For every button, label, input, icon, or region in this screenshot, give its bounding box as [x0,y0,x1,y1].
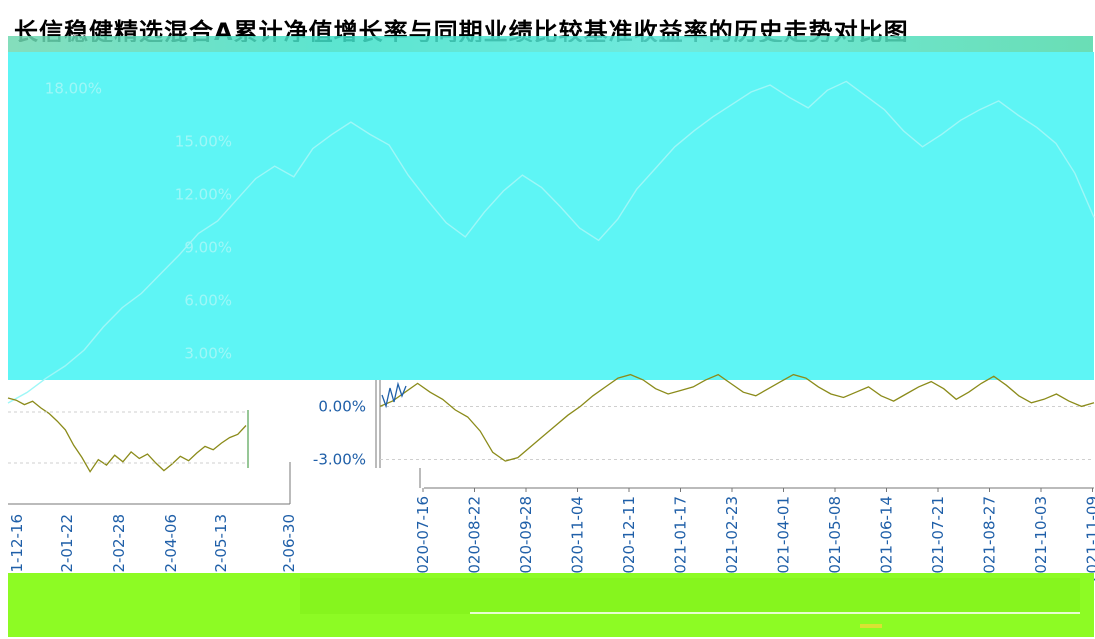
benchmark-start-segment [381,381,407,409]
x-tick-label: 2020-12-11 [620,496,638,583]
y-tick-label: 18.00% [45,80,102,98]
x-tick-label: 2021-05-08 [826,496,844,583]
inset-plot-background [8,380,248,505]
inset-series-line [7,397,247,473]
y-tick-label: 6.00% [184,292,232,310]
title-artifact-strip [8,36,1093,52]
x-tick-label: 2021-07-21 [929,496,947,583]
cyan-overlay-top [8,52,1094,380]
green-overlay-mark [860,624,882,628]
y-tick-label: 15.00% [175,133,232,151]
y-tick-label: 12.00% [175,186,232,204]
y-tick-label: 9.00% [184,239,232,257]
y-tick-label: -3.00% [313,451,366,469]
x-tick-label: 2020-09-28 [517,496,535,583]
x-tick-label: 2021-04-01 [775,496,793,583]
x-tick-label: 2021-01-17 [672,496,690,583]
green-overlay-line [470,612,1080,614]
x-tick-label: 2020-11-04 [569,496,587,583]
benchmark-series-line [379,373,1095,462]
y-tick-label: 0.00% [318,398,366,416]
fund-series-line [7,80,1095,404]
x-tick-label: 2021-08-27 [981,496,999,583]
x-tick-label: 2021-02-23 [723,496,741,583]
x-tick-label: 2021-06-14 [878,496,896,583]
x-tick-label: 2021-11-09 [1084,496,1095,583]
x-tick-label: 2020-08-22 [466,496,484,583]
x-tick-label: 2021-10-03 [1032,496,1050,583]
y-tick-label: 3.00% [184,345,232,363]
green-overlay-inner [300,578,1080,614]
x-tick-label: 2020-07-16 [414,496,432,583]
